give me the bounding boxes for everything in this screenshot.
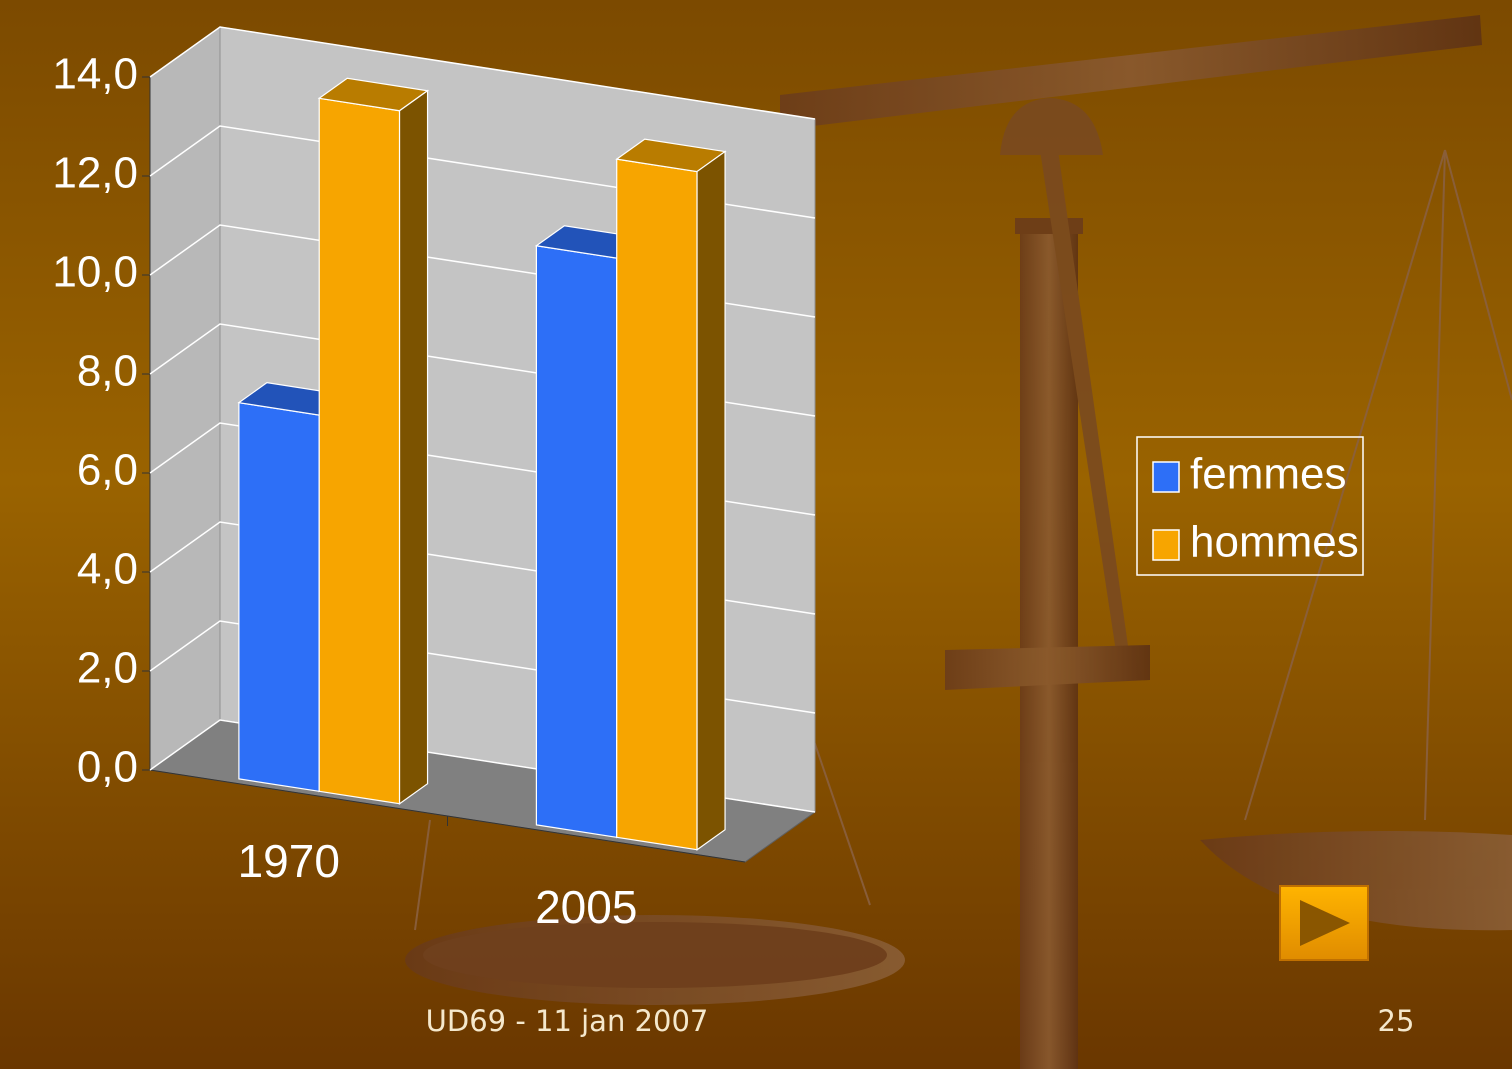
legend-swatch	[1153, 462, 1179, 492]
next-button[interactable]	[1280, 886, 1368, 960]
y-tick-label: 0,0	[77, 743, 138, 792]
y-tick-label: 12,0	[52, 149, 138, 198]
legend-label: hommes	[1190, 518, 1359, 567]
bar-front	[319, 98, 399, 803]
left-wall	[150, 27, 220, 770]
footer-text: UD69 - 11 jan 2007	[426, 1004, 709, 1038]
bar-side	[697, 152, 725, 850]
legend-label: femmes	[1190, 450, 1346, 499]
slide-canvas: 0,0 2,0 4,0 6,0 8,0 10,0 12,0 14,0 1970 2005 femm…	[0, 0, 1512, 1069]
y-tick-label: 2,0	[77, 644, 138, 693]
y-tick-label: 4,0	[77, 545, 138, 594]
bar	[617, 139, 725, 850]
y-tick-label: 10,0	[52, 248, 138, 297]
bar-side	[400, 91, 428, 804]
y-tick-label: 14,0	[52, 50, 138, 99]
legend-swatch	[1153, 530, 1179, 560]
bar-front	[536, 246, 616, 838]
bar-front	[239, 403, 319, 792]
y-tick-label: 6,0	[77, 446, 138, 495]
x-tick-label: 2005	[535, 881, 637, 933]
x-tick-label: 1970	[238, 835, 340, 887]
bar-front	[617, 159, 697, 850]
page-number: 25	[1378, 1004, 1415, 1038]
slide: 0,0 2,0 4,0 6,0 8,0 10,0 12,0 14,0 1970 2005 femm…	[0, 0, 1512, 1069]
y-tick-label: 8,0	[77, 347, 138, 396]
bar	[319, 78, 427, 803]
